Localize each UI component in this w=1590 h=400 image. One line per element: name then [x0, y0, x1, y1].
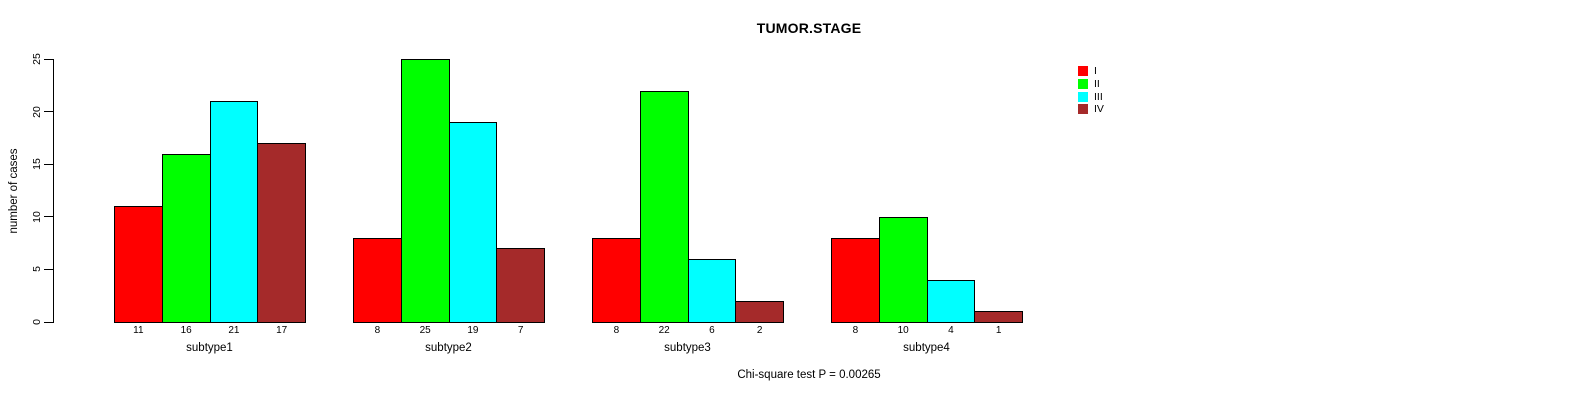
chart-title: TUMOR.STAGE [756, 20, 862, 36]
y-axis-tick [44, 111, 53, 113]
bar-subtype1-stage-II [161, 154, 211, 323]
y-axis-tick-label: 25 [31, 53, 43, 65]
legend-label-I: I [1094, 65, 1097, 77]
y-axis-tick [44, 216, 53, 218]
bar-value-label: 25 [419, 325, 431, 336]
bar-value-label: 8 [374, 325, 381, 336]
bar-subtype1-stage-I [114, 206, 163, 323]
legend-label-II: II [1094, 77, 1100, 90]
category-label-subtype1: subtype1 [186, 342, 233, 354]
bar-subtype1-stage-IV [257, 143, 306, 323]
bar-value-label: 6 [709, 325, 715, 336]
bar-subtype2-stage-I [353, 238, 402, 323]
y-axis-tick-label: 0 [31, 319, 43, 325]
bar-subtype4-stage-IV [974, 311, 1023, 323]
bar-subtype3-stage-I [592, 238, 641, 323]
bar-subtype1-stage-III [209, 101, 259, 323]
bar-value-label: 21 [228, 325, 240, 336]
bar-value-label: 8 [852, 325, 859, 336]
legend-swatch-III [1078, 91, 1088, 102]
bar-subtype4-stage-III [926, 280, 976, 323]
chi-square-annotation: Chi-square test P = 0.00265 [737, 369, 881, 381]
bar-value-label: 8 [613, 325, 620, 336]
bar-value-label: 11 [133, 325, 144, 336]
bar-value-label: 22 [658, 325, 670, 336]
bar-value-label: 4 [948, 325, 954, 336]
y-axis-tick-label: 15 [31, 158, 43, 171]
bar-subtype3-stage-III [687, 259, 737, 323]
legend-swatch-I [1078, 66, 1088, 76]
bar-value-label: 7 [517, 325, 524, 336]
category-label-subtype4: subtype4 [903, 342, 950, 354]
category-label-subtype2: subtype2 [425, 342, 472, 354]
bar-value-label: 16 [180, 325, 192, 336]
y-axis-tick-label: 5 [31, 266, 43, 273]
bar-subtype4-stage-II [878, 217, 928, 323]
bar-subtype3-stage-IV [735, 301, 784, 323]
bar-subtype4-stage-I [831, 238, 880, 323]
y-axis-tick-label: 20 [31, 105, 43, 118]
y-axis-title: number of cases [8, 148, 20, 234]
y-axis-tick [44, 268, 53, 270]
category-label-subtype3: subtype3 [664, 342, 711, 354]
bar-value-label: 1 [995, 325, 1002, 336]
legend-swatch-II [1078, 78, 1088, 89]
y-axis-line [53, 59, 54, 323]
legend-label-IV: IV [1094, 103, 1104, 116]
bar-subtype2-stage-IV [496, 248, 545, 323]
legend-label-III: III [1094, 90, 1103, 103]
bar-value-label: 19 [467, 325, 479, 336]
legend-swatch-IV [1078, 104, 1088, 115]
bar-value-label: 10 [897, 325, 909, 336]
y-axis-tick [44, 163, 53, 165]
y-axis-tick [44, 58, 53, 60]
bar-value-label: 2 [756, 325, 763, 336]
bar-value-label: 17 [276, 325, 288, 336]
y-axis-tick-label: 10 [31, 210, 43, 223]
bar-subtype2-stage-III [448, 122, 498, 323]
bar-subtype3-stage-II [639, 91, 689, 323]
y-axis-tick [44, 321, 53, 323]
bar-subtype2-stage-II [400, 59, 450, 323]
